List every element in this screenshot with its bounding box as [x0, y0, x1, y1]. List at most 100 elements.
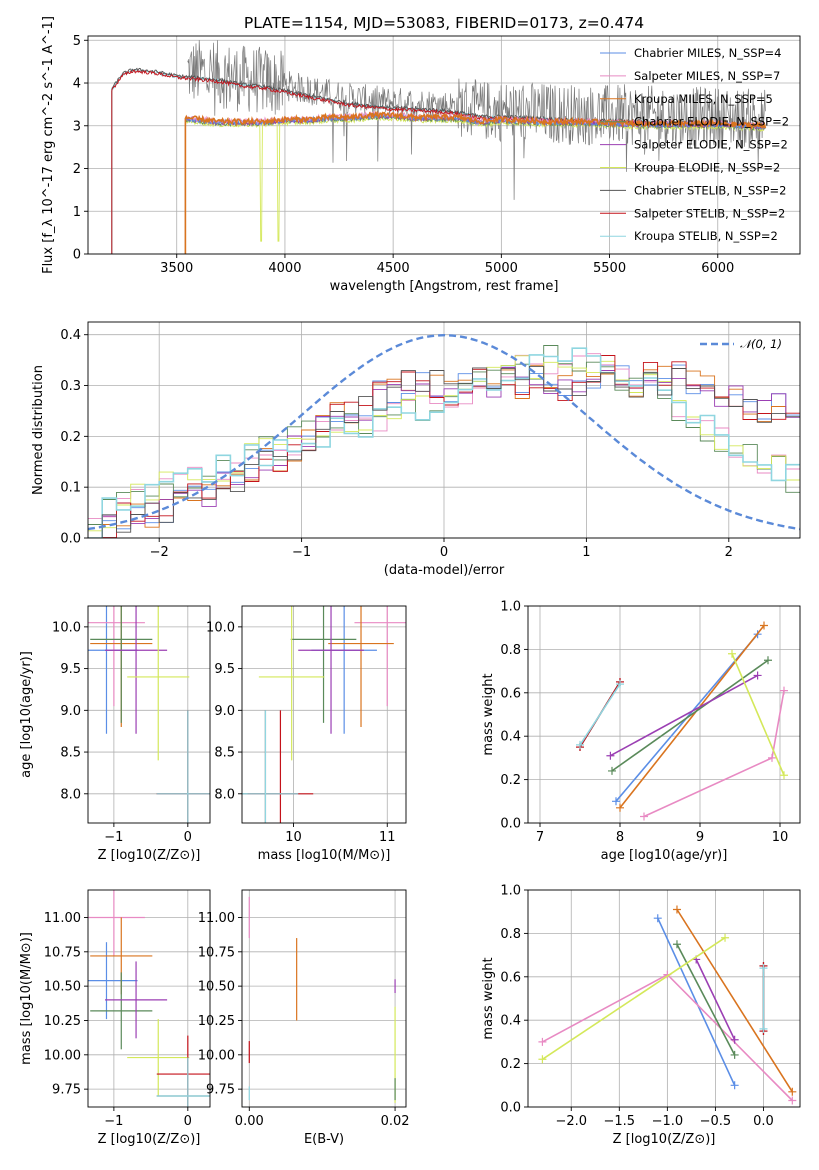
y-tick-label: 10.0: [52, 620, 81, 635]
y-tick-label: 8.0: [214, 787, 235, 802]
weight-marker-kroupa_miles: [616, 803, 624, 812]
weight-marker-chabrier_miles: [612, 797, 620, 806]
weight-marker-salpeter_miles: [780, 686, 788, 695]
panel-massweight-vs-age: 7 8 9 10 0.0 0.2 0.4 0.6 0.8 1.0 age [log10(age/yr…: [481, 600, 801, 863]
y-tick-label: 10.75: [44, 945, 81, 960]
panel-mass-vs-z: −1 0 9.75 10.00 10.25 10.50 10.75 11.00 Z [log10…: [19, 889, 211, 1147]
axes-frame: [87, 605, 211, 824]
y-tick-label: 0: [73, 248, 81, 263]
x-tick-label: 4000: [268, 261, 301, 276]
x-tick-label: 0.00: [235, 1114, 264, 1129]
legend-label: Salpeter STELIB, N_SSP=2: [634, 206, 785, 220]
y-tick-label: 0.0: [500, 1101, 521, 1116]
weight-marker-salpeter_miles: [640, 812, 648, 821]
weight-marker-kroupa_stelib: [576, 740, 584, 749]
plot-area: [88, 333, 800, 538]
x-tick-label: 9: [696, 830, 704, 845]
y-tick-label: 9.5: [60, 662, 81, 677]
y-tick-label: 10.25: [44, 1014, 81, 1029]
weight-marker-chabrier_elodie: [730, 1050, 739, 1059]
legend-label: Kroupa ELODIE, N_SSP=2: [634, 161, 780, 175]
x-tick-label: 0: [440, 545, 448, 560]
x-tick-label: −1.0: [652, 1114, 684, 1129]
axes-frame: [87, 889, 211, 1108]
y-tick-label: 0.3: [60, 379, 81, 394]
weight-line-salpeter_elodie: [610, 674, 758, 757]
x-tick-label: −1: [104, 830, 123, 845]
plot-area: [111, 40, 767, 254]
x-tick-label: 0.02: [381, 1114, 410, 1129]
y-tick-label: 0.6: [500, 970, 521, 985]
x-tick-label: 0: [184, 1114, 192, 1129]
y-axis-label: Flux [f_λ 10^-17 erg cm^-2 s^-1 A^-1]: [41, 16, 56, 274]
x-axis-label: Z [log10(Z/Z⊙)]: [98, 1132, 201, 1147]
weight-marker-chabrier_miles: [730, 1081, 739, 1090]
y-tick-label: 0.1: [60, 481, 81, 496]
y-tick-label: 10.00: [44, 1048, 81, 1063]
axes-frame: [87, 35, 801, 255]
y-tick-label: 3: [73, 119, 81, 134]
weight-line-kroupa_elodie: [731, 653, 785, 776]
histogram-kroupa_elodie: [88, 355, 800, 532]
y-tick-label: 0.4: [60, 328, 81, 343]
x-tick-label: 3500: [160, 261, 193, 276]
x-tick-label: −1: [292, 545, 311, 560]
legend: Chabrier MILES, N_SSP=4 Salpeter MILES, N…: [600, 46, 789, 243]
histogram-kroupa_stelib: [88, 347, 800, 538]
plot-area: [248, 896, 396, 1103]
plot-area: [88, 606, 210, 823]
y-axis-label: age [log10(age/yr)]: [19, 651, 34, 778]
x-tick-label: 11: [379, 830, 396, 845]
x-tick-label: 4500: [377, 261, 410, 276]
y-tick-label: 1.0: [500, 600, 521, 615]
y-tick-label: 1: [73, 205, 81, 220]
y-axis-label: Normed distribution: [31, 365, 46, 495]
weight-marker-chabrier_elodie: [608, 766, 616, 775]
panel-spectrum: Chabrier MILES, N_SSP=4 Salpeter MILES, N…: [41, 16, 801, 294]
y-tick-label: 10.75: [198, 945, 235, 960]
x-axis-label: Z [log10(Z/Z⊙)]: [98, 848, 201, 863]
figure-title: PLATE=1154, MJD=53083, FIBERID=0173, z=0…: [244, 14, 644, 32]
weight-marker-kroupa_miles: [672, 905, 681, 914]
weight-marker-kroupa_elodie: [721, 933, 730, 942]
y-tick-label: 9.0: [60, 704, 81, 719]
legend-label: Kroupa MILES, N_SSP=5: [634, 92, 773, 106]
plot-area: [576, 621, 788, 821]
axes-frame: [241, 889, 407, 1108]
x-tick-label: −2.0: [555, 1114, 587, 1129]
y-tick-label: 9.0: [214, 704, 235, 719]
legend: 𝒩(0, 1): [700, 337, 782, 351]
grid: [242, 890, 406, 1107]
x-tick-label: 6000: [701, 261, 734, 276]
y-tick-label: 0.0: [500, 817, 521, 832]
y-tick-label: 0.6: [500, 686, 521, 701]
weight-marker-salpeter_miles: [538, 1037, 547, 1046]
x-axis-label: E(B-V): [304, 1132, 344, 1147]
x-tick-label: 10: [285, 830, 302, 845]
x-tick-label: 8: [616, 830, 624, 845]
weight-marker-salpeter_elodie: [606, 751, 615, 760]
plot-area: [538, 905, 797, 1105]
axes-frame: [527, 889, 801, 1108]
y-tick-label: 0.8: [500, 927, 521, 942]
legend-label: Kroupa STELIB, N_SSP=2: [634, 229, 778, 243]
weight-marker-salpeter_elodie: [730, 1035, 739, 1044]
x-tick-label: −1.5: [604, 1114, 636, 1129]
x-tick-label: −0.5: [700, 1114, 732, 1129]
x-tick-label: 1: [582, 545, 590, 560]
weight-marker-kroupa_elodie: [780, 771, 788, 780]
x-axis-label: (data-model)/error: [384, 563, 505, 578]
panel-massweight-vs-z: −2.0 −1.5 −1.0 −0.5 0.0 0.0 0.2 0.4 0.6 0.8 1.0 Z […: [481, 884, 801, 1147]
weight-line-kroupa_elodie: [541, 937, 726, 1060]
y-tick-label: 0.4: [500, 1014, 521, 1029]
x-axis-label: mass [log10(M/M⊙)]: [258, 848, 391, 863]
y-tick-label: 0.2: [60, 430, 81, 445]
y-tick-label: 0.0: [60, 532, 81, 547]
y-tick-label: 10.00: [198, 1048, 235, 1063]
x-tick-label: 0.0: [753, 1114, 774, 1129]
weight-line-kroupa_miles: [619, 625, 765, 809]
model-spectrum-kroupa_elodie: [184, 115, 766, 254]
y-tick-label: 10.25: [198, 1014, 235, 1029]
weight-marker-chabrier_elodie: [764, 656, 772, 665]
